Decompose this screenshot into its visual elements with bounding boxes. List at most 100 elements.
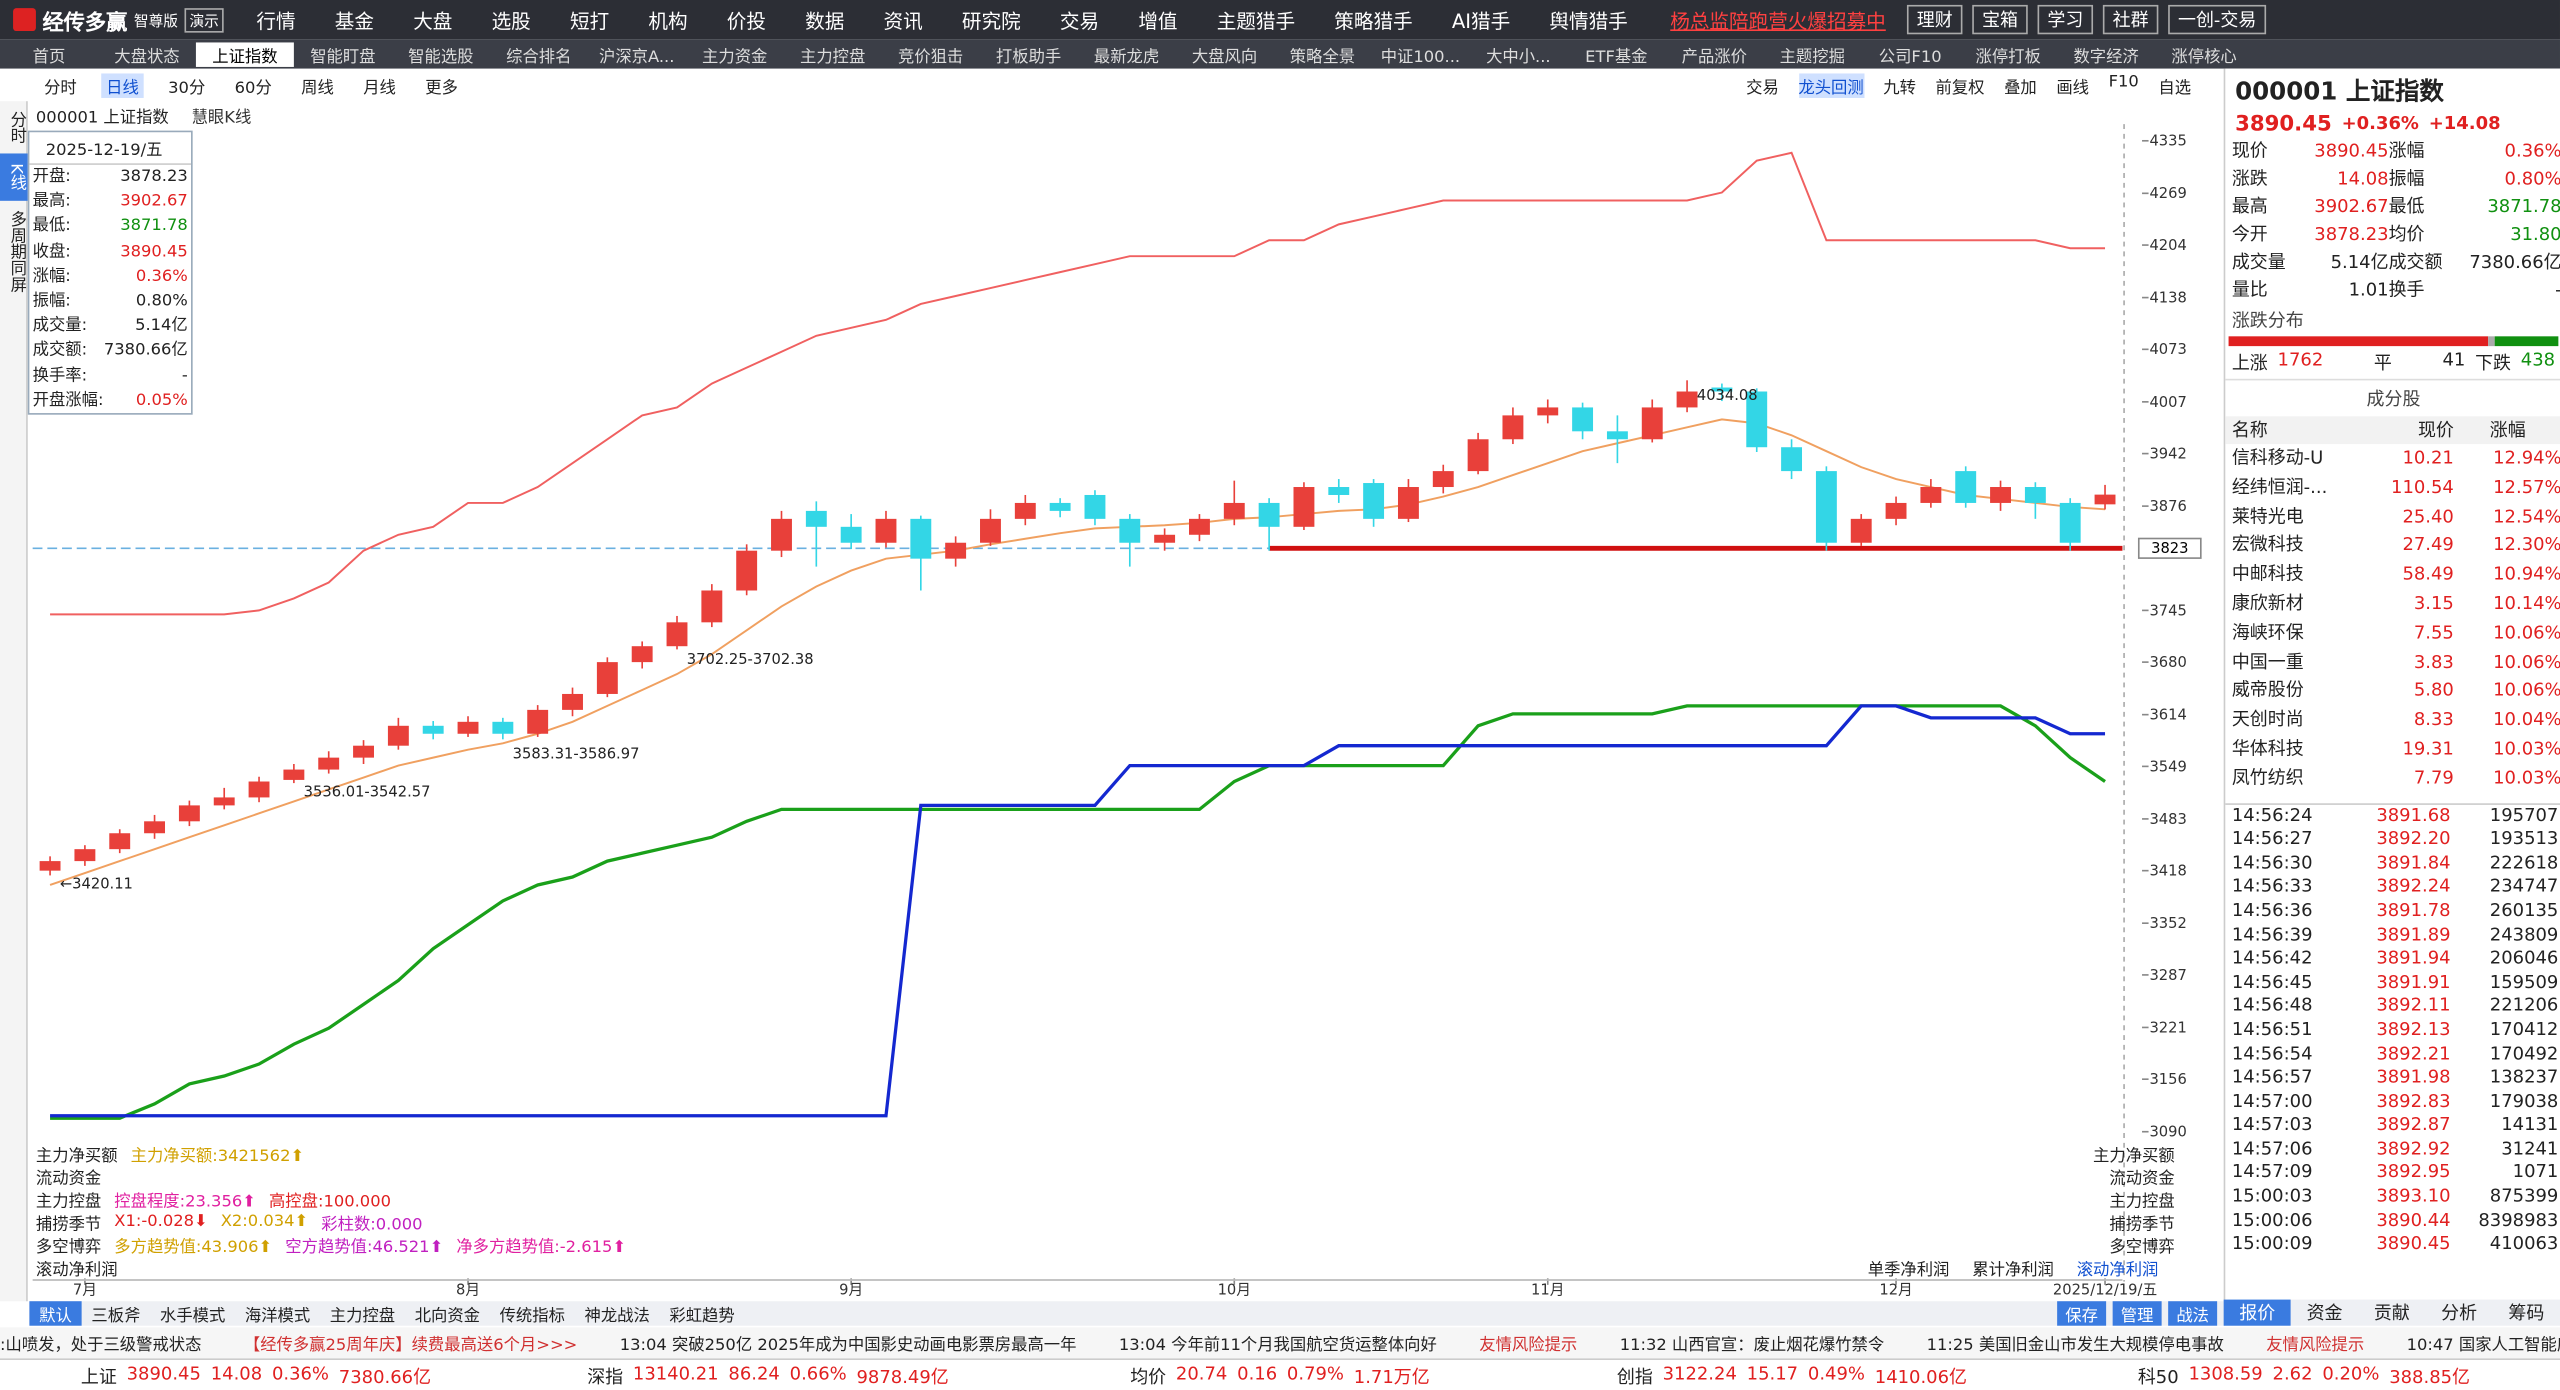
news-item[interactable]: 11:25 美国旧金山市发生大规模停电事故 bbox=[1926, 1337, 2224, 1356]
stock-row[interactable]: 信科移动-U 10.21 12.94% bbox=[2225, 444, 2560, 473]
period-button[interactable]: 月线 bbox=[363, 79, 396, 98]
tool-button[interactable]: 龙头回测 bbox=[1798, 73, 1864, 98]
menu-item[interactable]: 增值 bbox=[1138, 8, 1178, 32]
tool-button[interactable]: 前复权 bbox=[1935, 79, 1985, 98]
menu-item[interactable]: 大盘 bbox=[413, 8, 453, 32]
news-item[interactable]: 11:32 山西官宣：废止烟花爆竹禁令 bbox=[1619, 1337, 1885, 1356]
tab[interactable]: ETF基金 bbox=[1585, 48, 1648, 67]
strategy-tab[interactable]: 三板斧 bbox=[91, 1307, 141, 1326]
menu-item[interactable]: 价投 bbox=[726, 8, 766, 32]
panel-tab[interactable]: 筹码 bbox=[2508, 1302, 2545, 1325]
tab[interactable]: 打板助手 bbox=[995, 48, 1062, 67]
news-item[interactable]: 【经传多赢25周年庆】续费最高送6个月>>> bbox=[243, 1337, 578, 1356]
news-item[interactable]: :山喷发，处于三级警戒状态 bbox=[0, 1337, 202, 1356]
action-button[interactable]: 战法 bbox=[2168, 1301, 2218, 1326]
tab[interactable]: 竞价狙击 bbox=[897, 48, 964, 67]
tab[interactable]: 沪深京A... bbox=[599, 48, 675, 67]
news-item[interactable]: 友情风险提示 bbox=[1479, 1337, 1578, 1356]
period-button[interactable]: 更多 bbox=[425, 79, 458, 98]
strategy-tab[interactable]: 北向资金 bbox=[414, 1307, 480, 1326]
side-tab[interactable]: 分时 bbox=[6, 111, 25, 144]
tab[interactable]: 智能盯盘 bbox=[310, 48, 376, 67]
stock-row[interactable]: 天创时尚 8.33 10.04% bbox=[2225, 706, 2560, 735]
menu-item[interactable]: 短打 bbox=[569, 8, 610, 32]
stock-row[interactable]: 宏微科技 27.49 12.30% bbox=[2225, 531, 2560, 560]
menu-item[interactable]: 行情 bbox=[256, 8, 296, 32]
strategy-tab[interactable]: 神龙战法 bbox=[584, 1307, 650, 1326]
period-button[interactable]: 分时 bbox=[44, 79, 77, 98]
stock-row[interactable]: 中国一重 3.83 10.06% bbox=[2225, 647, 2560, 676]
tool-button[interactable]: F10 bbox=[2108, 73, 2139, 92]
stock-row[interactable]: 康欣新材 3.15 10.14% bbox=[2225, 589, 2560, 618]
tab[interactable]: 主力资金 bbox=[702, 48, 768, 67]
menu-button[interactable]: 宝箱 bbox=[1972, 4, 2028, 35]
stock-row[interactable]: 威帝股份 5.80 10.06% bbox=[2225, 677, 2560, 706]
menu-item[interactable]: 资讯 bbox=[883, 8, 923, 32]
tab[interactable]: 智能选股 bbox=[408, 48, 474, 67]
menu-button[interactable]: 理财 bbox=[1906, 4, 1963, 35]
tab[interactable]: 主题挖掘 bbox=[1779, 48, 1845, 67]
strategy-tab[interactable]: 水手模式 bbox=[159, 1307, 226, 1326]
tab[interactable]: 最新龙虎 bbox=[1093, 48, 1160, 67]
tab[interactable]: 综合排名 bbox=[506, 48, 572, 67]
period-button[interactable]: 周线 bbox=[301, 79, 334, 98]
panel-tab[interactable]: 报价 bbox=[2223, 1299, 2291, 1326]
menu-item[interactable]: 数据 bbox=[805, 8, 845, 32]
tab[interactable]: 涨停核心 bbox=[2171, 48, 2237, 67]
tab[interactable]: 策略全景 bbox=[1289, 48, 1356, 67]
menu-item[interactable]: AI猎手 bbox=[1451, 8, 1511, 32]
menu-item[interactable]: 交易 bbox=[1059, 8, 1100, 32]
side-tab[interactable]: 多周期同屏 bbox=[6, 209, 25, 292]
tool-button[interactable]: 九转 bbox=[1883, 79, 1916, 98]
news-item[interactable]: 10:47 国家人工智能应用中试基 bbox=[2406, 1337, 2560, 1356]
tab[interactable]: 涨停打板 bbox=[1975, 48, 2041, 67]
period-button[interactable]: 60分 bbox=[234, 79, 272, 98]
tab[interactable]: 主力控盘 bbox=[799, 48, 866, 67]
tab[interactable]: 首页 bbox=[32, 48, 66, 67]
menu-button[interactable]: 社群 bbox=[2102, 4, 2159, 35]
menu-button[interactable]: 学习 bbox=[2037, 4, 2094, 35]
stock-row[interactable]: 经纬恒润-... 110.54 12.57% bbox=[2225, 473, 2560, 502]
tab[interactable]: 产品涨价 bbox=[1681, 48, 1747, 67]
panel-tab[interactable]: 分析 bbox=[2441, 1302, 2478, 1325]
panel-tab[interactable]: 贡献 bbox=[2373, 1302, 2410, 1325]
news-item[interactable]: 13:04 今年前11个月我国航空货运整体向好 bbox=[1118, 1337, 1437, 1356]
tab[interactable]: 大中小... bbox=[1486, 48, 1551, 67]
news-item[interactable]: 13:04 突破250亿 2025年成为中国影史动画电影票房最高一年 bbox=[619, 1337, 1077, 1356]
tab[interactable]: 数字经济 bbox=[2073, 48, 2139, 67]
stock-row[interactable]: 莱特光电 25.40 12.54% bbox=[2225, 502, 2560, 531]
tab[interactable]: 大盘风向 bbox=[1191, 48, 1258, 67]
action-button[interactable]: 保存 bbox=[2057, 1301, 2107, 1326]
tool-button[interactable]: 叠加 bbox=[2004, 79, 2037, 98]
tool-button[interactable]: 自选 bbox=[2158, 79, 2192, 98]
menu-item[interactable]: 主题猎手 bbox=[1216, 8, 1296, 32]
profit-tab[interactable]: 滚动净利润 bbox=[2076, 1262, 2159, 1280]
strategy-tab[interactable]: 主力控盘 bbox=[329, 1307, 396, 1326]
menu-item[interactable]: 基金 bbox=[334, 8, 375, 32]
menu-item[interactable]: 舆情猎手 bbox=[1549, 8, 1628, 32]
menu-item[interactable]: 策略猎手 bbox=[1334, 8, 1413, 32]
tab[interactable]: 大盘状态 bbox=[114, 48, 180, 67]
tab[interactable]: 中证100... bbox=[1380, 48, 1461, 67]
stock-row[interactable]: 华体科技 19.31 10.03% bbox=[2225, 735, 2560, 764]
strategy-tab[interactable]: 默认 bbox=[29, 1301, 82, 1326]
period-button[interactable]: 30分 bbox=[168, 79, 206, 98]
action-button[interactable]: 管理 bbox=[2112, 1301, 2162, 1326]
tool-button[interactable]: 交易 bbox=[1746, 79, 1779, 98]
tool-button[interactable]: 画线 bbox=[2056, 79, 2090, 98]
menu-button[interactable]: 一创-交易 bbox=[2168, 4, 2267, 35]
period-button[interactable]: 日线 bbox=[101, 73, 144, 98]
profit-tab[interactable]: 单季净利润 bbox=[1867, 1262, 1950, 1280]
stock-row[interactable]: 海峡环保 7.55 10.06% bbox=[2225, 618, 2560, 647]
strategy-tab[interactable]: 彩虹趋势 bbox=[669, 1307, 735, 1326]
strategy-tab[interactable]: 传统指标 bbox=[499, 1307, 565, 1326]
panel-tab[interactable]: 资金 bbox=[2306, 1302, 2343, 1325]
menu-item[interactable]: 选股 bbox=[491, 8, 531, 32]
menu-item[interactable]: 机构 bbox=[648, 8, 688, 32]
profit-tab[interactable]: 累计净利润 bbox=[1972, 1262, 2054, 1280]
tab[interactable]: 上证指数 bbox=[195, 41, 294, 67]
stock-row[interactable]: 凤竹纺织 7.79 10.03% bbox=[2225, 764, 2560, 793]
menu-item[interactable]: 研究院 bbox=[961, 8, 1021, 32]
side-tab[interactable]: K线 bbox=[0, 153, 32, 201]
promo-link[interactable]: 杨总监陪跑营火爆招募中 bbox=[1670, 8, 1886, 32]
